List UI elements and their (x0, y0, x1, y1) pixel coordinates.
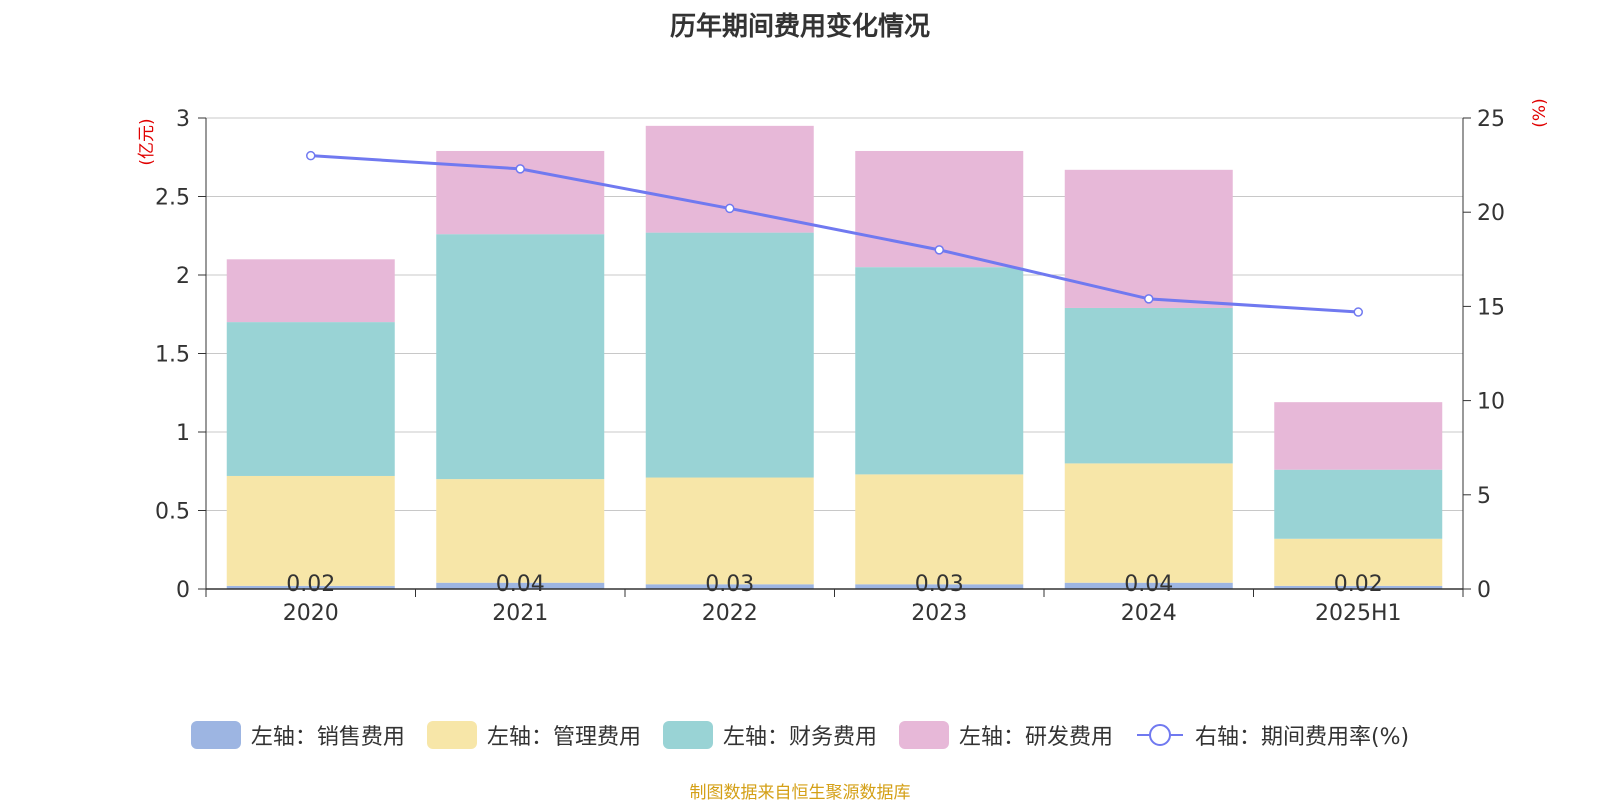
y-left-tick-label: 1.5 (155, 343, 190, 368)
legend-swatch-sales (190, 721, 241, 749)
y-left-tick-label: 2.5 (155, 186, 190, 211)
y-right-tick-label: 15 (1477, 295, 1505, 320)
bar-segment-3 (645, 125, 814, 233)
line-marker-icon (1136, 724, 1183, 746)
chart-area: 0 0.5 1 1.5 2 2.5 3 0 5 10 15 20 25 (亿元) (%) 0.02 0.04 0.… (137, 98, 1550, 626)
y-left-tick-label: 2 (176, 264, 190, 289)
expense-rate-point (306, 150, 316, 161)
bar-segment-0 (855, 584, 1024, 589)
bar-value-label: 0.02 (286, 572, 335, 597)
bar-segment-0 (645, 584, 814, 589)
bar-segment-3 (436, 150, 605, 235)
bar-value-label: 0.03 (915, 572, 964, 597)
bar-segment-2 (645, 232, 814, 478)
y-right-unit-label: (%) (1530, 98, 1550, 127)
legend-label-sales: 左轴：销售费用 (250, 725, 405, 750)
legend-item-sales[interactable]: 左轴：销售费用 (190, 719, 405, 751)
bar-segment-0 (436, 582, 605, 589)
bar-value-label: 0.04 (1124, 572, 1173, 597)
x-tick-label: 2021 (492, 601, 548, 626)
y-left-tick-label: 3 (176, 107, 190, 132)
x-tick-label: 2025H1 (1315, 601, 1402, 626)
y-right-tick-label: 25 (1477, 107, 1505, 132)
bar-segment-1 (1064, 463, 1233, 583)
bar-segment-1 (436, 479, 605, 583)
x-tick-label: 2020 (283, 601, 339, 626)
y-right-tick-label: 10 (1477, 390, 1505, 415)
legend-item-admin[interactable]: 左轴：管理费用 (426, 719, 641, 751)
legend: 左轴：销售费用 左轴：管理费用 左轴：财务费用 左轴：研发费用 右轴：期间费用率… (0, 718, 1600, 752)
bar-value-label: 0.02 (1334, 572, 1383, 597)
legend-item-expense-rate[interactable]: 右轴：期间费用率(%) (1135, 719, 1409, 751)
bar-segment-1 (855, 474, 1024, 585)
y-left-tick-label: 0.5 (155, 500, 190, 525)
legend-label-rnd: 左轴：研发费用 (958, 725, 1113, 750)
bar-segment-1 (645, 477, 814, 585)
legend-swatch-admin (426, 721, 477, 749)
bar-segment-2 (1274, 469, 1443, 539)
expense-rate-point (934, 245, 944, 255)
bar-segment-3 (1064, 169, 1233, 308)
y-right-tick-label: 20 (1477, 201, 1505, 226)
y-left-tick-label: 0 (176, 578, 190, 603)
bar-segment-3 (226, 259, 395, 323)
expense-rate-point (725, 203, 735, 214)
y-right-tick-label: 5 (1477, 484, 1491, 509)
chart-title: 历年期间费用变化情况 (669, 12, 930, 42)
expense-rate-point (515, 164, 525, 174)
legend-label-admin: 左轴：管理费用 (486, 725, 641, 750)
legend-item-finance[interactable]: 左轴：财务费用 (662, 719, 877, 751)
bar-segment-1 (226, 475, 395, 586)
x-tick-label: 2024 (1121, 601, 1177, 626)
bar-segment-2 (436, 234, 605, 480)
bar-segment-0 (226, 585, 395, 589)
legend-swatch-finance (662, 721, 713, 749)
y-left-unit-label: (亿元) (137, 118, 157, 165)
expense-rate-line (310, 154, 1359, 314)
legend-swatch-rnd (898, 721, 949, 749)
expense-rate-point (1353, 307, 1363, 317)
bar-segment-3 (1274, 402, 1443, 470)
y-right-tick-label: 0 (1477, 578, 1491, 603)
bar-segment-2 (226, 322, 395, 476)
legend-label-finance: 左轴：财务费用 (722, 725, 877, 750)
bar-segment-0 (1274, 585, 1443, 589)
y-left-tick-label: 1 (176, 421, 190, 446)
bar-value-label: 0.04 (496, 572, 545, 597)
x-tick-label: 2023 (911, 601, 967, 626)
bar-segment-1 (1274, 538, 1443, 586)
source-note: 制图数据来自恒生聚源数据库 (689, 783, 911, 803)
bar-segment-2 (1064, 307, 1233, 464)
legend-label-expense-rate: 右轴：期间费用率(%) (1194, 725, 1410, 750)
x-tick-label: 2022 (702, 601, 758, 626)
bar-segment-0 (1064, 582, 1233, 589)
legend-item-rnd[interactable]: 左轴：研发费用 (898, 719, 1113, 751)
bar-segment-2 (855, 267, 1024, 475)
expense-rate-point (1144, 294, 1154, 304)
bar-value-label: 0.03 (705, 572, 754, 597)
